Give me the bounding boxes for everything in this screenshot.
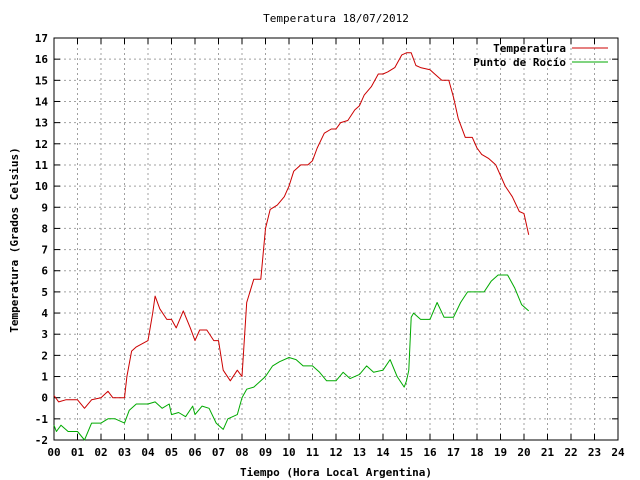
y-tick-label: -1 bbox=[35, 413, 49, 426]
x-tick-label: 15 bbox=[400, 446, 413, 459]
y-tick-label: 2 bbox=[41, 349, 48, 362]
legend-label: Punto de Rocío bbox=[473, 56, 566, 69]
y-tick-label: 7 bbox=[41, 244, 48, 257]
y-tick-label: 11 bbox=[35, 159, 49, 172]
x-tick-label: 10 bbox=[282, 446, 295, 459]
y-tick-label: 9 bbox=[41, 201, 48, 214]
x-tick-label: 11 bbox=[306, 446, 320, 459]
y-axis-label: Temperatura (Grados Celsius) bbox=[8, 147, 21, 332]
y-tick-label: 5 bbox=[41, 286, 48, 299]
series-lines bbox=[53, 52, 530, 441]
x-tick-label: 02 bbox=[94, 446, 107, 459]
x-tick-label: 00 bbox=[47, 446, 60, 459]
x-tick-label: 09 bbox=[259, 446, 272, 459]
y-tick-label: 0 bbox=[41, 392, 48, 405]
y-tick-label: 13 bbox=[35, 117, 48, 130]
series-line-temperatura bbox=[53, 52, 530, 409]
x-axis-ticks: 00 01 02 03 04 05 06 07 08 09 10 11 12 13 14 15 16 17 18 19… bbox=[47, 38, 625, 459]
x-tick-label: 24 bbox=[611, 446, 625, 459]
grid-lines bbox=[54, 38, 618, 440]
y-tick-label: 6 bbox=[41, 265, 48, 278]
x-tick-label: 19 bbox=[494, 446, 507, 459]
chart-title: Temperatura 18/07/2012 bbox=[263, 12, 409, 25]
y-tick-label: 3 bbox=[41, 328, 48, 341]
legend-label: Temperatura bbox=[493, 42, 566, 55]
x-tick-label: 21 bbox=[541, 446, 555, 459]
y-tick-label: 8 bbox=[41, 222, 48, 235]
y-tick-label: 17 bbox=[35, 32, 48, 45]
x-tick-label: 13 bbox=[353, 446, 366, 459]
y-tick-label: 10 bbox=[35, 180, 48, 193]
x-tick-label: 03 bbox=[118, 446, 131, 459]
x-tick-label: 05 bbox=[165, 446, 178, 459]
y-tick-label: 12 bbox=[35, 138, 48, 151]
x-tick-label: 01 bbox=[71, 446, 85, 459]
x-tick-label: 06 bbox=[188, 446, 202, 459]
x-tick-label: 23 bbox=[588, 446, 601, 459]
x-tick-label: 20 bbox=[517, 446, 530, 459]
series-line-punto-de-rocio bbox=[53, 274, 530, 441]
x-tick-label: 12 bbox=[329, 446, 342, 459]
y-tick-label: 14 bbox=[35, 95, 49, 108]
x-tick-label: 18 bbox=[470, 446, 483, 459]
y-tick-label: -2 bbox=[35, 434, 48, 447]
x-tick-label: 22 bbox=[564, 446, 577, 459]
x-tick-label: 17 bbox=[447, 446, 460, 459]
x-tick-label: 14 bbox=[376, 446, 390, 459]
y-tick-label: 16 bbox=[35, 53, 49, 66]
x-tick-label: 16 bbox=[423, 446, 437, 459]
y-tick-label: 1 bbox=[41, 371, 48, 384]
y-tick-label: 15 bbox=[35, 74, 48, 87]
x-tick-label: 08 bbox=[235, 446, 248, 459]
y-tick-label: 4 bbox=[41, 307, 48, 320]
x-axis-label: Tiempo (Hora Local Argentina) bbox=[240, 466, 432, 479]
x-tick-label: 04 bbox=[141, 446, 155, 459]
x-tick-label: 07 bbox=[212, 446, 225, 459]
